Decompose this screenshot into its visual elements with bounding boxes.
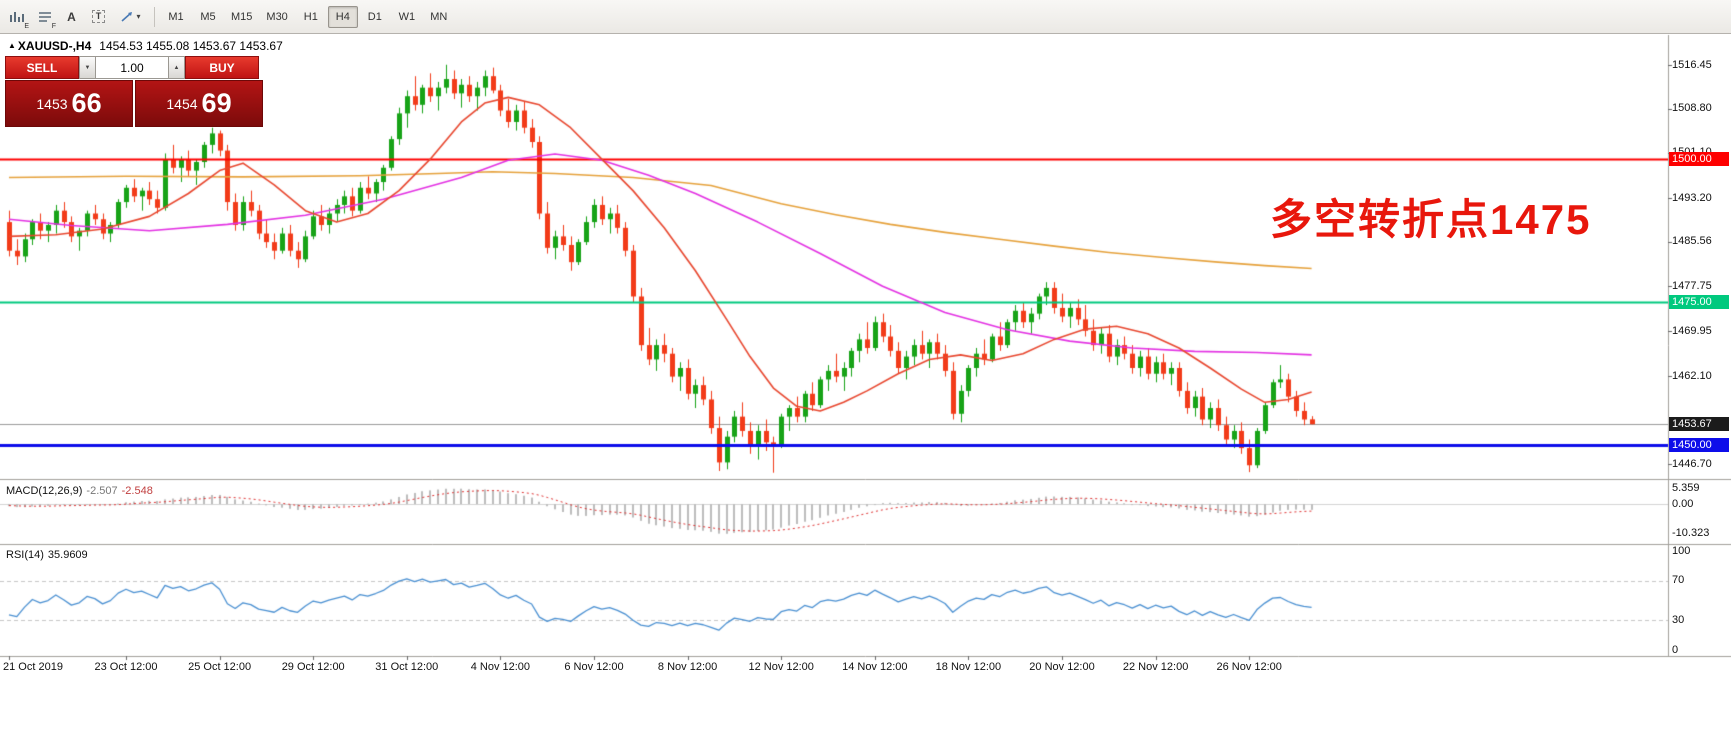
sell-button[interactable]: SELL: [5, 56, 79, 79]
price-line-badge: 1500.00: [1669, 152, 1729, 167]
ohlc-values: 1454.53 1455.08 1453.67 1453.67: [99, 39, 283, 53]
macd-axis-label: 5.359: [1672, 482, 1700, 495]
timeframe-button-m15[interactable]: M15: [225, 6, 258, 28]
trendline-tools-button[interactable]: ▾: [112, 5, 148, 29]
textbox-tool-icon: T: [91, 10, 106, 23]
time-axis-label: 23 Oct 12:00: [94, 661, 158, 673]
rsi-axis-label: 0: [1672, 643, 1679, 656]
macd-main-value: -2.507: [86, 485, 118, 497]
text-tool-button[interactable]: A: [58, 5, 85, 29]
bar-chart-icon: [10, 11, 24, 22]
time-axis-label: 22 Nov 12:00: [1122, 661, 1189, 673]
macd-axis-label: 0.00: [1672, 497, 1694, 510]
chart-ohlc-header: ▲ XAUUSD-,H4 1454.53 1455.08 1453.67 1453.…: [8, 39, 283, 53]
buy-price-minor: 69: [201, 88, 232, 118]
sell-price-major: 1453: [36, 95, 68, 112]
timeframe-button-m1[interactable]: M1: [161, 6, 191, 28]
sell-price-minor: 66: [71, 88, 102, 118]
volume-input[interactable]: [96, 56, 168, 79]
time-axis-label: 20 Nov 12:00: [1029, 661, 1095, 673]
toolbar: E F A T ▾ M1 M5 M15 M30 H1 H4 D1 W1 MN: [0, 0, 1731, 34]
buy-price-major: 1454: [166, 95, 198, 112]
sell-price-display[interactable]: 1453 66: [5, 80, 133, 127]
toolbar-separator: [154, 6, 155, 27]
price-axis-label: 1477.75: [1672, 279, 1712, 292]
time-axis-label: 14 Nov 12:00: [842, 661, 908, 673]
chevron-down-icon: ▾: [136, 12, 141, 21]
price-axis-label: 1485.56: [1672, 235, 1712, 248]
price-axis-label: 1446.70: [1672, 457, 1712, 470]
price-axis-label: 1508.80: [1672, 102, 1712, 115]
one-click-trading-panel: SELL ▼ ▲ BUY 1453 66 1454 69: [5, 56, 263, 127]
buy-price-display[interactable]: 1454 69: [135, 80, 263, 127]
time-axis-label: 21 Oct 2019: [3, 661, 63, 673]
time-axis-label: 18 Nov 12:00: [935, 661, 1002, 673]
timeframe-button-h1[interactable]: H1: [296, 6, 326, 28]
price-axis-label: 1516.45: [1672, 58, 1712, 71]
rsi-label: RSI(14) 35.9609: [6, 549, 88, 561]
buy-button[interactable]: BUY: [185, 56, 259, 79]
rsi-axis-label: 70: [1672, 574, 1685, 587]
timeframe-button-w1[interactable]: W1: [392, 6, 422, 28]
rsi-name: RSI(14): [6, 549, 44, 561]
time-axis-label: 25 Oct 12:00: [188, 661, 252, 673]
price-line-badge: 1475.00: [1669, 295, 1729, 310]
trendline-icon: [121, 11, 133, 22]
timeframe-button-m5[interactable]: M5: [193, 6, 223, 28]
time-axis-label: 4 Nov 12:00: [470, 661, 531, 673]
time-axis-label: 31 Oct 12:00: [375, 661, 439, 673]
macd-axis-label: -10.323: [1672, 527, 1710, 540]
price-line-badge: 1450.00: [1669, 438, 1729, 453]
timeframe-button-d1[interactable]: D1: [360, 6, 390, 28]
volume-decrease-button[interactable]: ▼: [79, 56, 96, 79]
time-axis-label: 26 Nov 12:00: [1216, 661, 1282, 673]
timeframe-button-mn[interactable]: MN: [424, 6, 454, 28]
macd-label: MACD(12,26,9) -2.507 -2.548: [6, 485, 153, 497]
annotation-text: 多空转折点1475: [1270, 196, 1592, 243]
timeframe-bar: M1 M5 M15 M30 H1 H4 D1 W1 MN: [161, 5, 454, 28]
textbox-tool-button[interactable]: T: [85, 5, 112, 29]
trade-prices-row: 1453 66 1454 69: [5, 80, 263, 127]
current-price-badge: 1453.67: [1669, 417, 1729, 432]
time-axis-label: 12 Nov 12:00: [748, 661, 814, 673]
timeframe-button-h4[interactable]: H4: [327, 5, 358, 28]
macd-name: MACD(12,26,9): [6, 485, 83, 497]
rsi-value: 35.9609: [47, 549, 88, 561]
bar-chart-tool-button[interactable]: E: [4, 5, 31, 30]
price-axis-label: 1469.95: [1672, 324, 1712, 337]
rsi-axis-label: 100: [1672, 544, 1691, 557]
macd-signal-value: -2.548: [121, 485, 153, 497]
volume-increase-button[interactable]: ▲: [168, 56, 185, 79]
rsi-axis-label: 30: [1672, 613, 1685, 626]
indicator-list-tool-button[interactable]: F: [31, 5, 58, 30]
list-icon: [38, 11, 51, 22]
price-axis-label: 1493.20: [1672, 191, 1712, 204]
icon-subscript-f: F: [51, 22, 56, 30]
trade-controls-row: SELL ▼ ▲ BUY: [5, 56, 263, 79]
time-axis-label: 6 Nov 12:00: [564, 661, 624, 673]
symbol-period-label: XAUUSD-,H4: [17, 39, 92, 53]
text-tool-icon: A: [67, 9, 76, 24]
time-axis-label: 29 Oct 12:00: [281, 661, 345, 673]
collapse-triangle-icon: ▲: [8, 41, 16, 50]
icon-subscript-e: E: [24, 22, 29, 30]
time-axis-label: 8 Nov 12:00: [657, 661, 718, 673]
price-axis-label: 1462.10: [1672, 369, 1712, 382]
timeframe-button-m30[interactable]: M30: [260, 6, 293, 28]
